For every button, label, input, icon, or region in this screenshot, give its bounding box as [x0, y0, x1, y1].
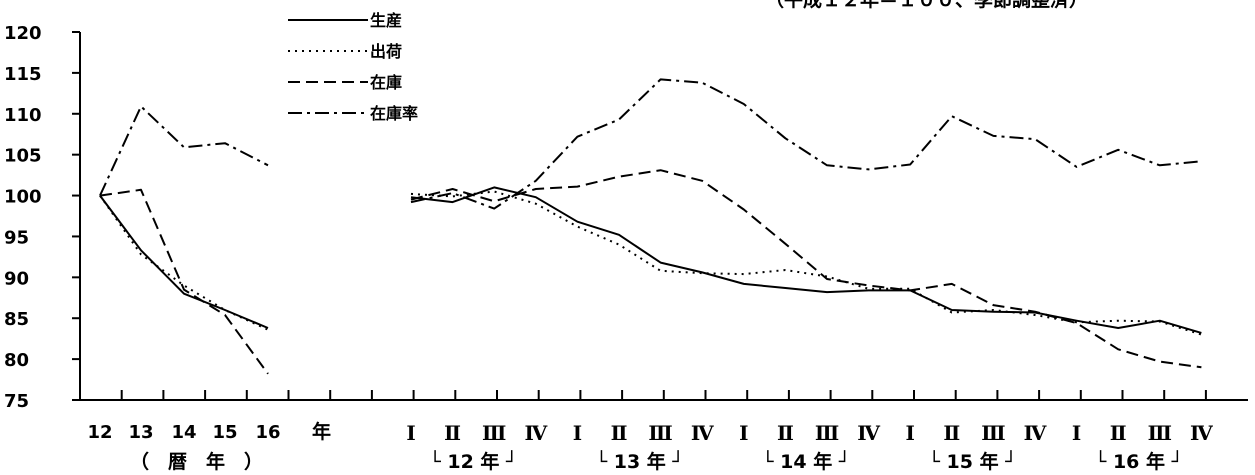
x-tick-label-quarter: Ⅱ — [777, 421, 794, 445]
annual-group-label: （ 暦 年 ） — [130, 450, 263, 473]
x-year-group-label: └ 15 年 ┘ — [929, 449, 1017, 473]
x-tick-label-quarter: Ⅰ — [906, 421, 915, 445]
x-tick-label-quarter: Ⅰ — [573, 421, 582, 445]
legend-label-production: 生産 — [370, 11, 402, 30]
series-line-quarterly-2 — [410, 169, 1202, 369]
legend-label-inventory-ratio: 在庫率 — [370, 104, 418, 123]
x-tick-label-quarter: Ⅲ — [648, 421, 672, 445]
x-tick-label-annual: 13 — [128, 422, 153, 443]
x-tick-label-quarter: Ⅳ — [691, 421, 714, 445]
x-tick-label-quarter: Ⅱ — [611, 421, 628, 445]
y-tick-label: 100 — [4, 187, 42, 208]
x-tick-label-quarter: Ⅳ — [857, 421, 880, 445]
y-tick-label: 80 — [4, 350, 29, 371]
x-tick-label-annual: 12 — [87, 422, 112, 443]
x-tick-label-quarter: Ⅲ — [1148, 421, 1172, 445]
series-line-quarterly-1 — [410, 190, 1202, 336]
x-tick-label-annual: 15 — [212, 422, 237, 443]
x-tick-label-quarter: Ⅱ — [444, 421, 461, 445]
x-tick-label-quarter: Ⅳ — [1024, 421, 1047, 445]
x-tick-label-quarter: Ⅳ — [1190, 421, 1213, 445]
y-tick-label: 115 — [4, 64, 42, 85]
legend-label-shipments: 出荷 — [370, 42, 402, 61]
series-line-annual-1 — [99, 195, 269, 331]
axes — [72, 31, 1248, 401]
series-line-quarterly-0 — [410, 186, 1202, 334]
x-tick-label-quarter: Ⅳ — [524, 421, 547, 445]
series-line-quarterly-3 — [410, 78, 1202, 210]
x-tick-label-quarter: Ⅱ — [1110, 421, 1127, 445]
series-line-annual-2 — [99, 188, 269, 375]
x-tick-label-quarter: Ⅰ — [406, 421, 415, 445]
legend: 生産 出荷 在庫 在庫率 — [288, 11, 418, 123]
x-tick-label-quarter: Ⅰ — [1072, 421, 1081, 445]
x-year-group-label: └ 12 年 ┘ — [429, 449, 517, 473]
series-line-annual-3 — [99, 105, 269, 197]
x-axis-tick-labels: 12 13 14 15 16 Ⅰ Ⅱ Ⅲ Ⅳ Ⅰ Ⅱ Ⅲ Ⅳ Ⅰ Ⅱ Ⅲ Ⅳ Ⅰ Ⅱ Ⅲ Ⅳ Ⅰ Ⅱ Ⅲ Ⅳ└ 12 年 ┘ └ … — [87, 421, 1213, 473]
y-tick-label: 110 — [4, 105, 42, 126]
y-tick-label: 120 — [4, 23, 42, 44]
y-tick-label: 85 — [4, 309, 29, 330]
y-tick-label: 105 — [4, 146, 42, 167]
x-tick-label-quarter: Ⅲ — [482, 421, 506, 445]
chart-subtitle: （平成１２年＝１００、季節調整済） — [765, 0, 1088, 11]
legend-label-inventory: 在庫 — [370, 73, 402, 92]
y-axis-tick-labels: 120 115 110 105 100 95 90 85 80 75 — [4, 23, 42, 412]
y-tick-label: 90 — [4, 268, 29, 289]
series-line-annual-0 — [99, 195, 269, 329]
x-tick-label-quarter: Ⅰ — [739, 421, 748, 445]
x-tick-label-quarter: Ⅱ — [943, 421, 960, 445]
x-year-group-label: └ 13 年 ┘ — [596, 449, 684, 473]
annual-unit-label: 年 — [312, 420, 331, 443]
series-lines — [99, 78, 1202, 375]
y-tick-label: 95 — [4, 227, 29, 248]
x-tick-label-quarter: Ⅲ — [815, 421, 839, 445]
y-tick-label: 75 — [4, 391, 29, 412]
x-tick-label-quarter: Ⅲ — [981, 421, 1005, 445]
x-year-group-label: └ 14 年 ┘ — [762, 449, 850, 473]
x-year-group-label: └ 16 年 ┘ — [1095, 449, 1183, 473]
x-tick-label-annual: 14 — [171, 422, 196, 443]
x-tick-label-annual: 16 — [255, 422, 280, 443]
